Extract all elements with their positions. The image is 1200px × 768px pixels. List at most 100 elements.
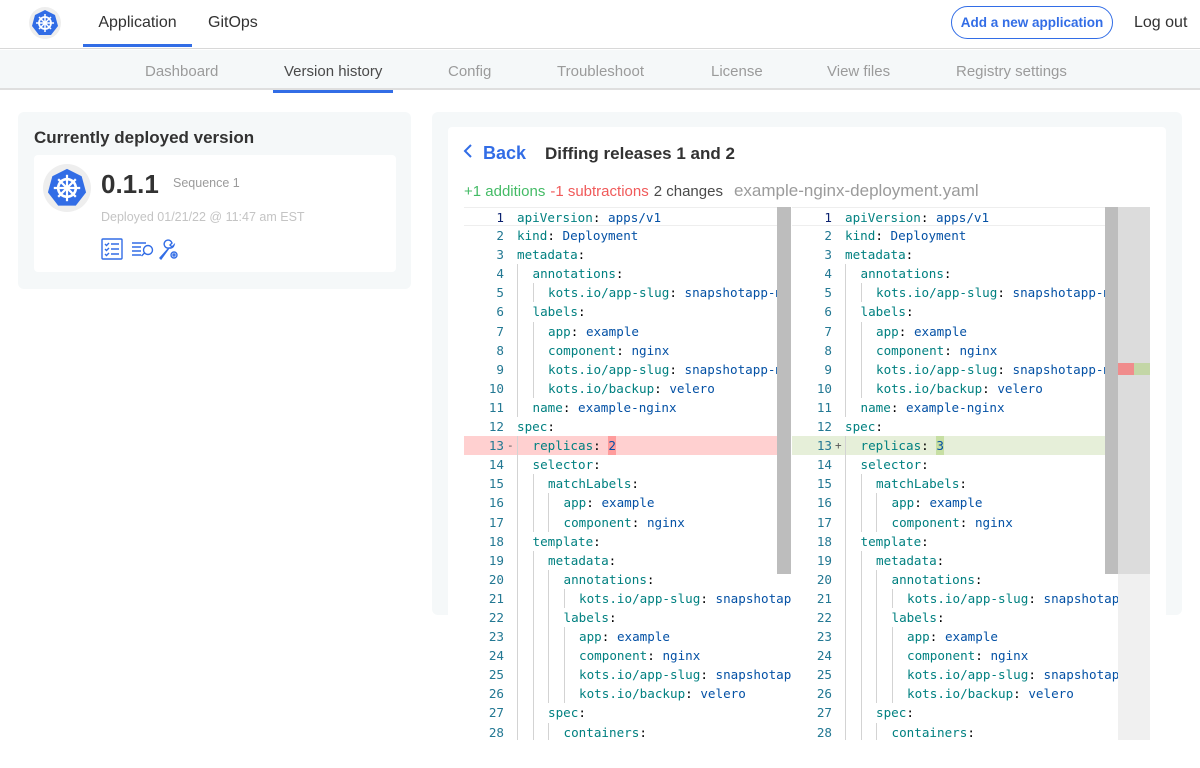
line-number: 17	[488, 514, 504, 530]
code-content: component: nginx	[517, 512, 685, 532]
diff-modified-pane[interactable]: 1 apiVersion: apps/v1 2 kind: Deployment 3 me…	[792, 207, 1118, 740]
chevron-left-icon	[463, 143, 473, 164]
back-button[interactable]: Back	[463, 143, 526, 164]
yaml-colon: :	[647, 648, 655, 664]
yaml-colon: :	[639, 724, 647, 740]
tab-gitops[interactable]: GitOps	[208, 14, 258, 31]
yaml-key: app	[876, 323, 899, 339]
line-number: 19	[488, 552, 504, 568]
yaml-colon: :	[943, 266, 952, 282]
indent-guide	[517, 531, 533, 551]
yaml-key: kots.io/app-slug	[548, 361, 670, 377]
code-content: kind: Deployment	[845, 226, 966, 245]
indent-guide	[563, 646, 580, 666]
line-number: 28	[488, 724, 504, 740]
yaml-value: snapshotap	[715, 590, 791, 606]
indent-guide	[517, 340, 533, 360]
code-line: 20 annotations:	[792, 569, 1118, 589]
line-number: 4	[824, 266, 832, 282]
modified-scrollbar[interactable]	[1105, 207, 1118, 574]
yaml-key: kots.io/app-slug	[907, 667, 1029, 683]
yaml-key: matchLabels	[548, 476, 632, 492]
diff-original-pane[interactable]: 1 apiVersion: apps/v1 2 kind: Deployment 3 me…	[464, 207, 791, 740]
code-line: 7 app: example	[464, 321, 791, 341]
line-number: 11	[488, 399, 504, 415]
code-line: 23 app: example	[464, 627, 791, 647]
yaml-value: example	[601, 495, 655, 511]
indent-guide	[517, 474, 533, 494]
checklist-icon[interactable]	[101, 238, 123, 265]
indent-guide	[860, 550, 877, 570]
code-content: kots.io/backup: velero	[517, 684, 746, 704]
code-line: 12 spec:	[464, 417, 791, 436]
tab-troubleshoot[interactable]: Troubleshoot	[557, 63, 644, 80]
yaml-value: example	[616, 629, 671, 645]
indent-guide	[876, 665, 892, 685]
troubleshoot-wrench-gear-icon[interactable]	[157, 238, 179, 265]
yaml-colon: :	[578, 705, 586, 721]
indent-guide	[517, 627, 533, 647]
add-new-application-button[interactable]: Add a new application	[951, 6, 1113, 39]
tab-dashboard[interactable]: Dashboard	[145, 63, 219, 80]
code-line: 14 selector:	[792, 455, 1118, 475]
tab-registry-settings[interactable]: Registry settings	[956, 63, 1067, 80]
yaml-colon: :	[669, 361, 677, 377]
line-number: 5	[496, 285, 504, 301]
indent-guide	[845, 550, 861, 570]
code-content: apiVersion: apps/v1	[845, 208, 989, 227]
indent-guide	[563, 627, 580, 647]
code-content: app: example	[517, 321, 639, 341]
tab-config[interactable]: Config	[448, 63, 492, 80]
yaml-colon: :	[959, 514, 968, 530]
code-line: 1 apiVersion: apps/v1	[792, 207, 1118, 227]
yaml-key: containers	[563, 724, 640, 740]
indent-guide	[532, 321, 549, 341]
code-line: 24 component: nginx	[792, 646, 1118, 666]
yaml-colon: :	[997, 361, 1005, 377]
code-content: metadata:	[517, 550, 616, 570]
indent-guide	[517, 703, 533, 723]
indent-guide	[532, 283, 549, 303]
yaml-colon: :	[875, 228, 883, 244]
indent-guide	[532, 474, 549, 494]
yaml-key: kots.io/app-slug	[907, 590, 1029, 606]
code-line: 21 kots.io/app-slug: snapshotap	[792, 588, 1118, 608]
code-line: 11 name: example-nginx	[792, 397, 1118, 418]
yaml-colon: :	[654, 380, 662, 396]
indent-guide	[860, 646, 877, 666]
yaml-value: snapshotap	[1043, 590, 1118, 606]
indent-guide	[860, 359, 877, 379]
tab-version-history[interactable]: Version history	[273, 63, 394, 93]
tab-view-files[interactable]: View files	[827, 63, 891, 80]
indent-guide	[845, 588, 861, 608]
logout-link[interactable]: Log out	[1134, 14, 1188, 31]
ruler-viewport	[1118, 207, 1150, 574]
yaml-colon: :	[914, 495, 922, 511]
diff-overview-ruler[interactable]	[1118, 207, 1150, 740]
yaml-key: spec	[517, 419, 548, 435]
code-line: 14 selector:	[464, 455, 791, 475]
tab-license[interactable]: License	[711, 63, 763, 80]
tab-application[interactable]: Application	[83, 14, 192, 47]
yaml-value: velero	[669, 380, 715, 396]
indent-guide	[845, 665, 861, 685]
yaml-key: apiVersion	[517, 210, 593, 225]
code-content: spec:	[517, 417, 555, 436]
indent-guide	[860, 493, 877, 513]
indent-guide	[532, 607, 549, 628]
line-number: 26	[816, 686, 832, 702]
yaml-value: snapshotapp-mu	[1012, 285, 1118, 301]
line-number: 23	[488, 629, 504, 645]
original-scrollbar[interactable]	[777, 207, 791, 574]
yaml-key: kind	[517, 228, 548, 244]
indent-guide	[891, 665, 908, 685]
yaml-value: velero	[997, 380, 1043, 396]
kubernetes-helm-icon[interactable]	[29, 7, 61, 39]
code-content: component: nginx	[845, 340, 997, 360]
logs-search-icon[interactable]	[131, 238, 155, 265]
indent-guide	[517, 665, 533, 685]
yaml-key: kots.io/backup	[548, 380, 655, 396]
yaml-colon: :	[1028, 667, 1036, 683]
yaml-colon: :	[890, 399, 899, 415]
yaml-value: velero	[1028, 686, 1074, 702]
